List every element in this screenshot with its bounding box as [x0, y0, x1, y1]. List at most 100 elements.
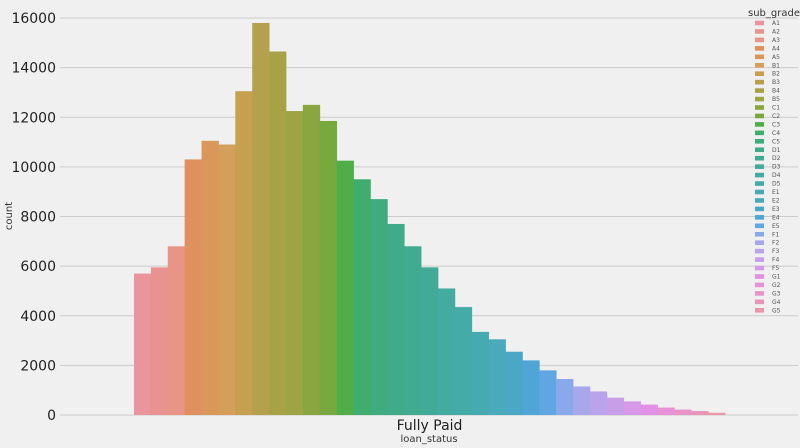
legend-label: F2	[772, 240, 779, 247]
legend-label: C2	[772, 113, 780, 120]
legend-swatch	[755, 206, 764, 212]
bar-B5	[285, 111, 304, 415]
bar-D4	[437, 288, 456, 415]
bar-C2	[319, 120, 338, 416]
legend-item: B4	[755, 88, 780, 95]
legend-swatch	[755, 265, 764, 271]
legend-label: E2	[772, 197, 780, 204]
legend-swatch	[755, 291, 764, 296]
legend-label: A3	[772, 37, 780, 44]
bar-D5	[454, 307, 473, 415]
legend-swatch	[755, 46, 764, 51]
bar-A2	[150, 267, 169, 415]
legend-swatch	[755, 71, 764, 76]
legend-item: C4	[755, 130, 780, 137]
legend-item: D2	[755, 155, 781, 162]
legend-label: C3	[772, 121, 780, 128]
legend-item: F4	[755, 257, 779, 264]
legend-label: D4	[772, 172, 781, 179]
legend-label: D2	[772, 155, 781, 162]
legend-item: D5	[755, 181, 781, 188]
bar-E5	[539, 370, 557, 415]
bar-E2	[488, 339, 506, 415]
legend-item: D3	[755, 164, 781, 171]
legend-label: E1	[772, 189, 780, 196]
legend-swatch	[755, 79, 764, 85]
legend-item: E4	[755, 214, 780, 221]
legend-label: A2	[772, 28, 780, 35]
legend-item: A4	[755, 45, 780, 52]
legend-item: G3	[755, 290, 781, 297]
legend-swatch	[755, 54, 764, 60]
bar-A4	[184, 159, 202, 415]
legend-item: D4	[755, 172, 781, 179]
legend-item: F2	[755, 240, 779, 247]
bar-B4	[269, 51, 287, 415]
bar-F1	[556, 379, 574, 415]
bar-E1	[471, 331, 489, 415]
legend-label: C4	[772, 130, 780, 137]
bar-F3	[589, 391, 608, 415]
legend-label: G4	[772, 299, 781, 306]
legend-swatch	[755, 308, 764, 313]
legend-swatch	[755, 147, 764, 153]
legend-swatch	[755, 105, 764, 110]
bar-D3	[421, 267, 439, 415]
legend-item: E2	[755, 197, 780, 204]
legend-label: G1	[772, 274, 781, 281]
legend-item: B2	[755, 71, 780, 78]
y-tick-label: 10000	[11, 160, 56, 176]
legend-item: G4	[755, 299, 781, 306]
bar-D1	[387, 223, 405, 415]
legend-item: C3	[755, 121, 780, 128]
legend-swatch	[755, 139, 764, 144]
legend-title: sub_grade	[748, 8, 800, 19]
legend-item: F1	[755, 231, 779, 238]
legend-swatch	[755, 181, 764, 186]
y-tick-label: 16000	[11, 11, 56, 27]
legend-item: B5	[755, 96, 780, 103]
legend-swatch	[755, 299, 764, 305]
legend-item: B1	[755, 62, 780, 69]
bar-D2	[404, 246, 422, 415]
legend-label: A4	[772, 45, 780, 52]
legend-item: B3	[755, 79, 780, 86]
bar-C1	[302, 104, 321, 415]
y-tick-label: 14000	[11, 61, 56, 77]
legend-label: E3	[772, 206, 780, 213]
x-tick-labels: Fully Paid	[397, 418, 463, 434]
legend-swatch	[755, 122, 764, 127]
legend-item: E5	[755, 223, 780, 230]
legend-label: D5	[772, 181, 781, 188]
bar-F2	[573, 386, 591, 415]
legend-item: E1	[755, 189, 780, 196]
bar-C5	[370, 199, 388, 415]
bar-E3	[505, 351, 523, 415]
legend-item: A5	[755, 54, 780, 61]
y-tick-label: 0	[47, 408, 56, 424]
bar-B1	[218, 144, 236, 415]
y-tick-label: 8000	[20, 210, 56, 226]
legend-label: A1	[772, 20, 780, 27]
bar-C4	[353, 179, 371, 415]
legend-label: B4	[772, 88, 780, 95]
legend-swatch	[755, 155, 764, 161]
legend-item: D1	[755, 147, 781, 154]
legend-item: C1	[755, 105, 780, 112]
bar-B3	[252, 22, 270, 416]
legend-item: G5	[755, 307, 781, 314]
legend-label: G3	[772, 290, 781, 297]
y-tick-label: 4000	[20, 309, 56, 325]
legend-swatch	[755, 248, 764, 254]
legend-item: G2	[755, 282, 781, 289]
bar-G5	[708, 412, 726, 415]
legend-label: B2	[772, 71, 780, 78]
legend-swatch	[755, 130, 764, 136]
x-axis-label: loan_status	[400, 434, 457, 445]
bar-E4	[522, 360, 540, 415]
legend-item: F3	[755, 248, 779, 255]
bar-B2	[235, 91, 253, 416]
legend-swatch	[755, 223, 764, 229]
